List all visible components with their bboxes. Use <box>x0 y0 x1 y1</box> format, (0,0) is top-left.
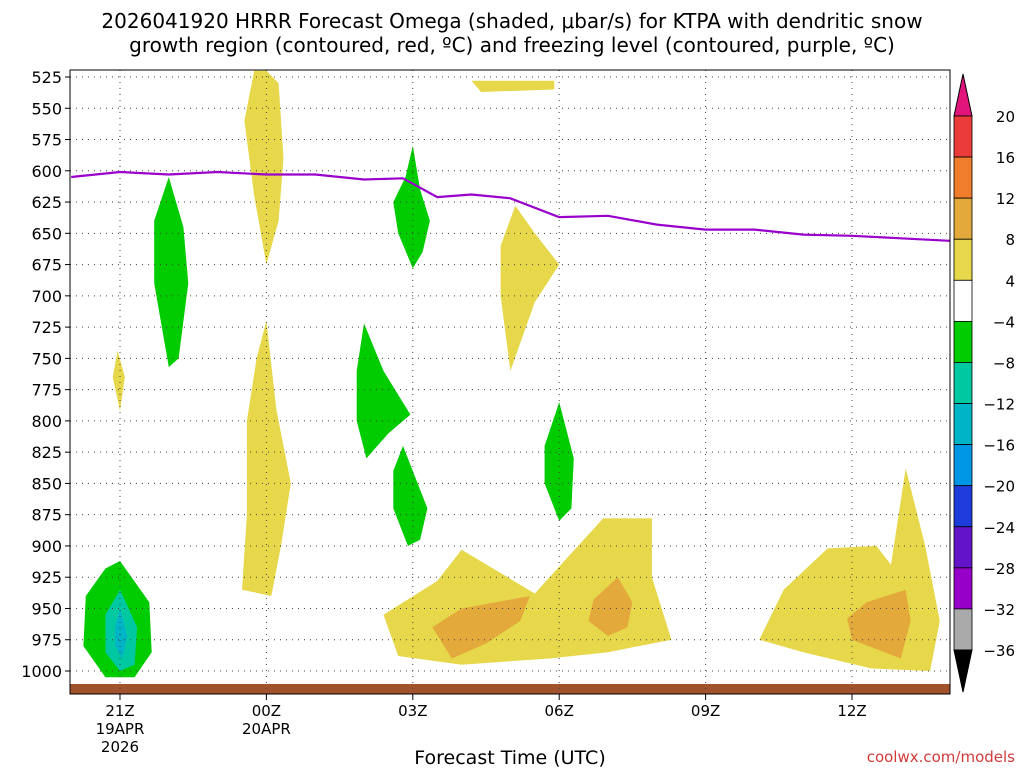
colorbar-band <box>953 115 973 158</box>
omega-region-4_8_neg <box>544 402 574 521</box>
colorbar-label: −8 <box>993 354 1015 372</box>
colorbar-top-cap <box>953 73 973 117</box>
y-tick-label: 525 <box>31 68 62 87</box>
y-tick-label: 875 <box>31 506 62 525</box>
colorbar-label: 8 <box>1005 231 1015 249</box>
colorbar-label: −12 <box>983 396 1015 414</box>
colorbar-label: 4 <box>1005 272 1015 290</box>
watermark: coolwx.com/models <box>867 748 1015 766</box>
omega-region-0_4_pos <box>112 350 125 411</box>
omega-region-0_4_pos <box>500 205 560 371</box>
omega-region-4_8_pos <box>588 577 633 636</box>
colorbar-label: −16 <box>983 437 1015 455</box>
omega-region-4_8_pos <box>432 596 530 659</box>
omega-region-4_8_neg <box>356 323 411 459</box>
y-tick-label: 825 <box>31 443 62 462</box>
omega-region-4_8_pos <box>847 589 911 659</box>
colorbar-band <box>953 279 973 322</box>
colorbar-bottom-cap <box>953 649 973 693</box>
x-tick-label: 03Z <box>398 702 427 720</box>
chart-title-line1: 2026041920 HRRR Forecast Omega (shaded, … <box>101 9 922 33</box>
colorbar-label: 12 <box>996 190 1015 208</box>
x-axis-label: Forecast Time (UTC) <box>414 747 605 768</box>
gridlines <box>70 70 950 694</box>
y-tick-label: 725 <box>31 318 62 337</box>
y-tick-label: 950 <box>31 599 62 618</box>
y-tick-label: 900 <box>31 537 62 556</box>
y-tick-label: 675 <box>31 256 62 275</box>
y-tick-label: 800 <box>31 412 62 431</box>
colorbar-label: −24 <box>983 519 1015 537</box>
colorbar-band <box>953 485 973 528</box>
colorbar-band <box>953 156 973 199</box>
colorbar-label: −36 <box>983 642 1015 660</box>
y-tick-label: 650 <box>31 224 62 243</box>
y-tick-label: 975 <box>31 631 62 650</box>
colorbar-band <box>953 403 973 446</box>
chart-title-line2: growth region (contoured, red, ºC) and f… <box>129 33 895 57</box>
y-tick-label: 575 <box>31 131 62 150</box>
y-tick-label: 775 <box>31 381 62 400</box>
colorbar-label: 20 <box>996 108 1015 126</box>
y-tick-label: 700 <box>31 287 62 306</box>
omega-region-0_4_pos <box>759 468 940 671</box>
x-tick-label: 00Z <box>252 702 281 720</box>
omega-region-0_4_pos <box>471 80 555 92</box>
y-tick-label: 925 <box>31 568 62 587</box>
colorbar-band <box>953 197 973 240</box>
y-axis: 525 550 575 600 625 650 675 700 725 750 775 800 825 8… <box>21 68 70 681</box>
x-tick-label: 19APR <box>96 720 145 738</box>
colorbar-band <box>953 567 973 610</box>
x-tick-label: 20APR <box>242 720 291 738</box>
x-tick-label: 06Z <box>545 702 574 720</box>
omega-region-0_4_pos <box>244 70 284 265</box>
colorbar-band <box>953 526 973 569</box>
y-tick-label: 750 <box>31 349 62 368</box>
colorbar-label: −32 <box>983 601 1015 619</box>
terrain-band <box>70 684 950 694</box>
omega-region-0_4_pos <box>242 320 291 596</box>
y-tick-label: 625 <box>31 193 62 212</box>
x-tick-label: 21Z <box>105 702 134 720</box>
x-tick-label: 2026 <box>101 738 139 756</box>
omega-region-4_8_neg <box>393 145 430 269</box>
colorbar-label: 16 <box>996 149 1015 167</box>
x-tick-label: 12Z <box>837 702 866 720</box>
colorbar-label: −28 <box>983 560 1015 578</box>
colorbar-band <box>953 320 973 363</box>
x-tick-label: 09Z <box>691 702 720 720</box>
omega-region-4_8_neg <box>154 177 189 368</box>
y-tick-label: 850 <box>31 474 62 493</box>
omega-region-4_8_neg <box>393 445 428 546</box>
freezing-level-line <box>71 170 950 242</box>
colorbar-band <box>953 362 973 404</box>
colorbar-label: −20 <box>983 478 1015 496</box>
colorbar-band <box>953 238 973 281</box>
colorbar-band <box>953 444 973 487</box>
omega-region-0_4_pos <box>383 518 672 665</box>
colorbar-label: −4 <box>993 313 1015 331</box>
colorbar: 20 16 12 8 4 −4 −8 −12 −16 −20 −24 −28 −32 −36 <box>953 73 1015 693</box>
freezing-level-contour <box>71 170 950 242</box>
omega-shading <box>83 70 940 678</box>
y-tick-label: 550 <box>31 99 62 118</box>
y-tick-label: 600 <box>31 162 62 181</box>
y-tick-label: 1000 <box>21 662 62 681</box>
plot-frame <box>69 69 951 695</box>
omega-region-12_16_neg <box>115 608 128 659</box>
colorbar-band <box>953 608 973 651</box>
